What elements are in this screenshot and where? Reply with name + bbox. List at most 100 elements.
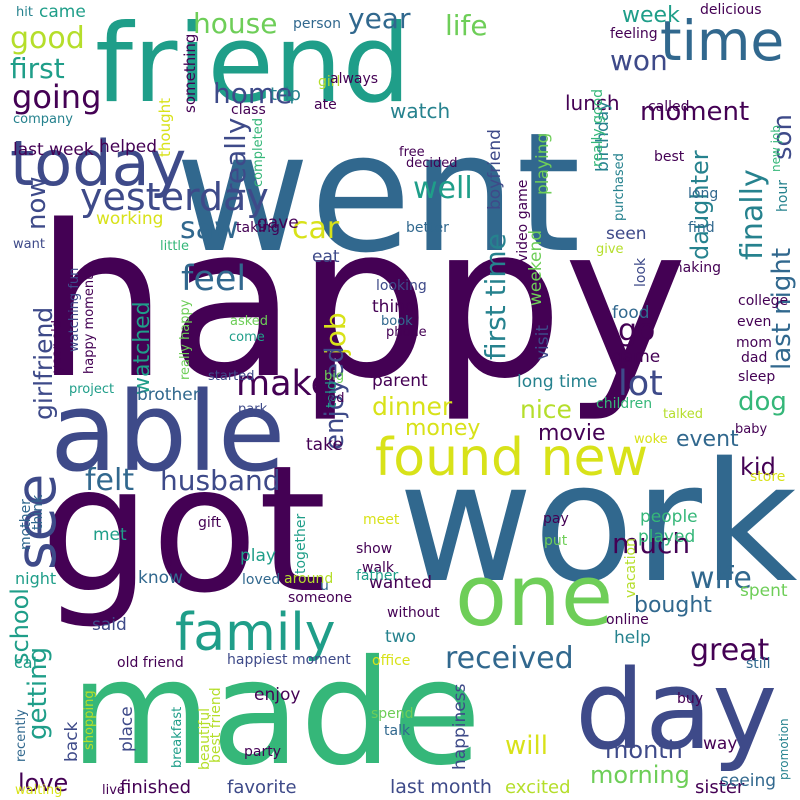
word-walk: walk <box>362 560 395 576</box>
word-week: week <box>622 3 680 28</box>
word-give: give <box>596 242 624 257</box>
word-free: free <box>399 145 425 160</box>
word-parent: parent <box>372 371 428 391</box>
word-person: person <box>293 16 341 32</box>
word-better: better <box>406 220 449 236</box>
word-home: home <box>213 77 292 110</box>
word-really: really <box>219 118 252 195</box>
word-come: come <box>229 330 265 345</box>
word-something: something <box>181 34 199 113</box>
word-live: live <box>102 783 125 798</box>
word-working: working <box>96 209 163 229</box>
word-big: big <box>324 369 344 384</box>
word-online: online <box>606 612 649 628</box>
word-found-new: found new <box>375 428 648 488</box>
word-without: without <box>387 605 440 621</box>
word-show: show <box>356 541 392 557</box>
word-nice: nice <box>520 395 572 424</box>
word-girl: girl <box>318 74 340 90</box>
word-last-month: last month <box>390 776 492 798</box>
word-spent: spent <box>740 581 788 601</box>
word-watching-fun: watching fun <box>67 268 82 352</box>
word-watch: watch <box>390 99 450 123</box>
word-birthday: birthday <box>593 101 613 172</box>
word-think: think <box>30 494 46 530</box>
word-went: went <box>175 97 581 289</box>
word-last-week: last week <box>13 140 94 160</box>
word-hour: hour <box>775 180 791 212</box>
word-u: u <box>320 578 329 594</box>
word-delicious: delicious <box>700 2 762 18</box>
word-last-night: last night <box>767 248 797 370</box>
word-find: find <box>688 220 715 236</box>
word-finished: finished <box>120 777 191 798</box>
word-trip: trip <box>270 84 301 105</box>
word-car: car <box>292 211 340 246</box>
word-make: make <box>236 364 332 404</box>
word-food: food <box>612 303 650 323</box>
word-company: company <box>13 112 73 127</box>
word-house: house <box>193 7 277 40</box>
word-father: father <box>356 568 398 584</box>
word-seeing: seeing <box>720 771 776 791</box>
word-much: much <box>612 527 690 560</box>
word-college: college <box>738 293 788 309</box>
word-told: told <box>324 381 340 408</box>
word-going: going <box>12 78 101 116</box>
word-put: put <box>544 533 568 549</box>
word-night: night <box>15 569 56 588</box>
word-helped: helped <box>99 137 157 157</box>
word-first: first <box>10 52 65 85</box>
word-look: look <box>633 257 649 287</box>
word-place: place <box>117 706 137 752</box>
word-won: won <box>610 44 668 77</box>
word-meet: meet <box>363 512 400 528</box>
word-book: book <box>381 314 413 329</box>
word-little: little <box>160 239 189 254</box>
word-phone: phone <box>386 325 427 340</box>
word-feeling: feeling <box>610 26 658 42</box>
word-brother: brother <box>137 385 200 405</box>
word-hit: hit <box>16 5 33 20</box>
word-came: came <box>39 2 86 22</box>
word-moment: moment <box>640 97 749 127</box>
word-wife: wife <box>690 561 752 596</box>
word-weekend: weekend <box>526 230 546 306</box>
word-bought: bought <box>634 593 712 618</box>
word-playing: playing <box>533 133 553 195</box>
word-girlfriend: girlfriend <box>29 307 58 420</box>
word-take: take <box>306 435 343 455</box>
word-making: making <box>669 260 721 276</box>
word-people: people <box>640 507 698 527</box>
word-one: one <box>455 547 613 646</box>
word-yesterday: yesterday <box>80 175 269 219</box>
word-shopping: shopping <box>82 690 97 750</box>
word-someone: someone <box>288 590 352 606</box>
word-watched: watched <box>130 301 155 395</box>
word-event: event <box>676 427 739 452</box>
word-game: game <box>612 347 660 367</box>
word-talked: talked <box>663 407 703 422</box>
word-purchased: purchased <box>612 153 627 221</box>
word-wanted: wanted <box>369 573 432 593</box>
word-will: will <box>505 731 548 761</box>
word-played: played <box>638 527 695 547</box>
word-vacation: vacation <box>623 538 639 598</box>
word-two: two <box>385 627 416 647</box>
word-started: started <box>208 369 255 384</box>
word-life: life <box>445 9 488 42</box>
word-good: good <box>10 21 85 56</box>
word-cat: cat <box>14 653 39 672</box>
word-received: received <box>445 641 574 676</box>
word-know: know <box>138 568 183 588</box>
word-park: park <box>238 402 268 417</box>
word-see: see <box>4 474 68 570</box>
word-day: day <box>575 646 777 774</box>
word-school: school <box>6 588 34 665</box>
word-mother: mother <box>18 499 34 550</box>
word-daughter: daughter <box>686 150 714 260</box>
word-eat: eat <box>312 247 340 267</box>
